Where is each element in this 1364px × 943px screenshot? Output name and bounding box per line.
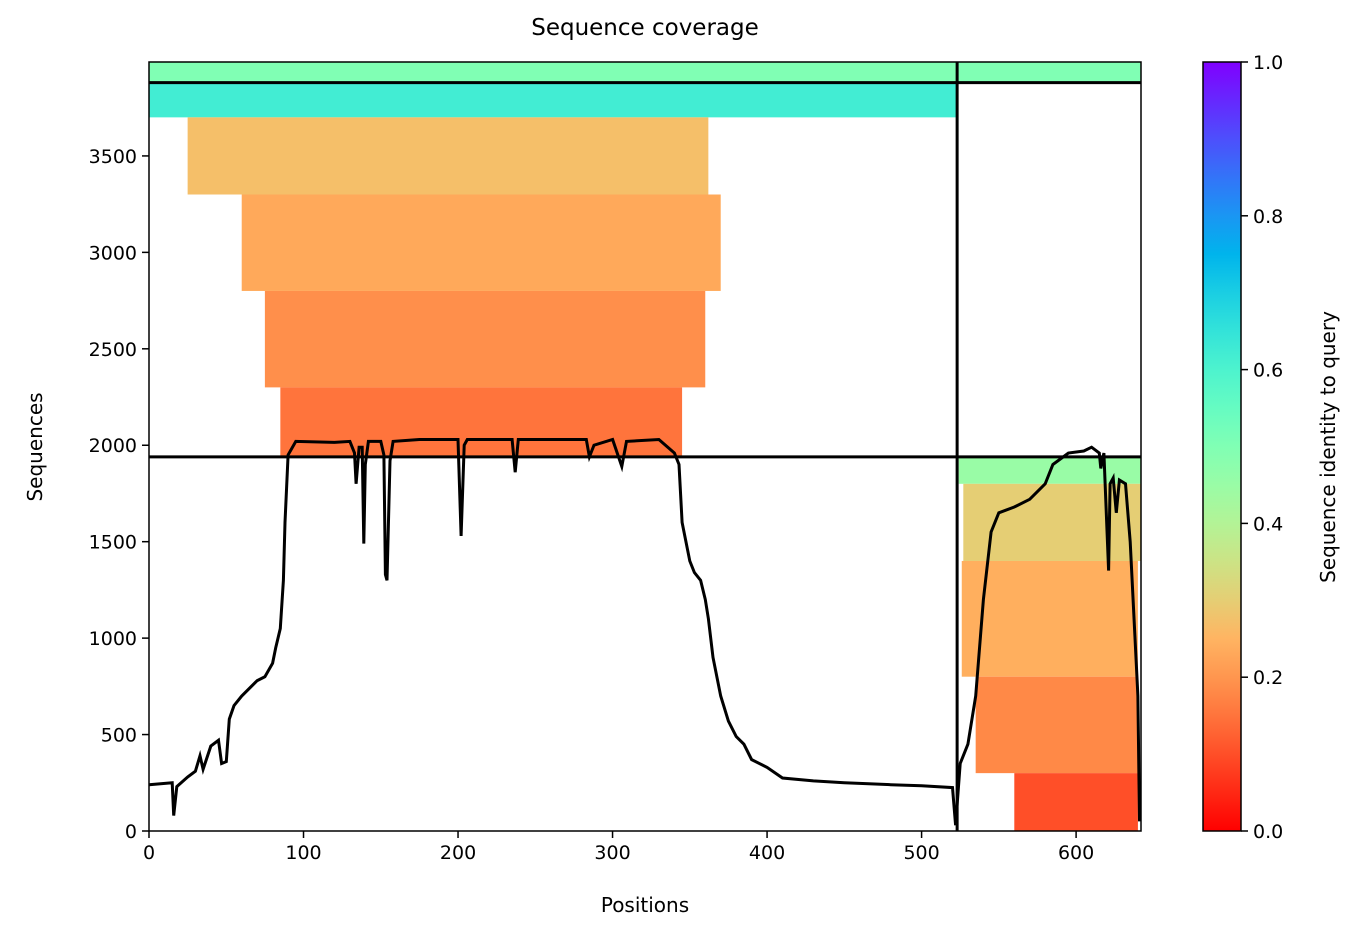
- y-tick-label: 3500: [89, 146, 137, 168]
- x-axis-label: Positions: [601, 893, 689, 917]
- y-tick-label: 0: [125, 821, 137, 843]
- y-tick-label: 3000: [89, 242, 137, 264]
- y-axis-label: Sequences: [23, 392, 47, 501]
- colorbar-tick-label: 0.6: [1253, 360, 1283, 382]
- coverage-block: [187, 117, 709, 195]
- coverage-block: [149, 62, 1141, 83]
- coverage-block: [264, 290, 706, 388]
- y-tick-label: 500: [101, 725, 137, 747]
- colorbar-label: Sequence identity to query: [1316, 311, 1340, 583]
- y-tick-label: 1000: [89, 628, 137, 650]
- coverage-block: [975, 676, 1138, 774]
- coverage-block: [963, 483, 1141, 561]
- coverage-block: [961, 560, 1138, 677]
- y-tick-label: 2000: [89, 435, 137, 457]
- y-tick-label: 2500: [89, 339, 137, 361]
- colorbar: [1202, 61, 1242, 832]
- colorbar-tick-label: 0.2: [1253, 667, 1283, 689]
- chart-title: Sequence coverage: [531, 15, 759, 41]
- y-tick-label: 1500: [89, 532, 137, 554]
- coverage-block: [1014, 773, 1138, 831]
- x-tick-label: 600: [1058, 842, 1094, 864]
- colorbar-tick-label: 0.8: [1253, 206, 1283, 228]
- x-tick-label: 300: [594, 842, 630, 864]
- x-tick-label: 200: [440, 842, 476, 864]
- coverage-line: [148, 437, 1141, 826]
- coverage-block: [149, 82, 958, 118]
- x-tick-label: 500: [903, 842, 939, 864]
- coverage-block: [280, 387, 683, 457]
- colorbar-tick-label: 0.0: [1253, 821, 1283, 843]
- colorbar-tick-label: 0.4: [1253, 513, 1283, 535]
- colorbar-tick-label: 1.0: [1253, 52, 1283, 74]
- plot-frame: [148, 61, 1142, 832]
- x-tick-label: 100: [285, 842, 321, 864]
- coverage-block: [241, 194, 721, 291]
- x-tick-label: 0: [143, 842, 155, 864]
- x-tick-label: 400: [749, 842, 785, 864]
